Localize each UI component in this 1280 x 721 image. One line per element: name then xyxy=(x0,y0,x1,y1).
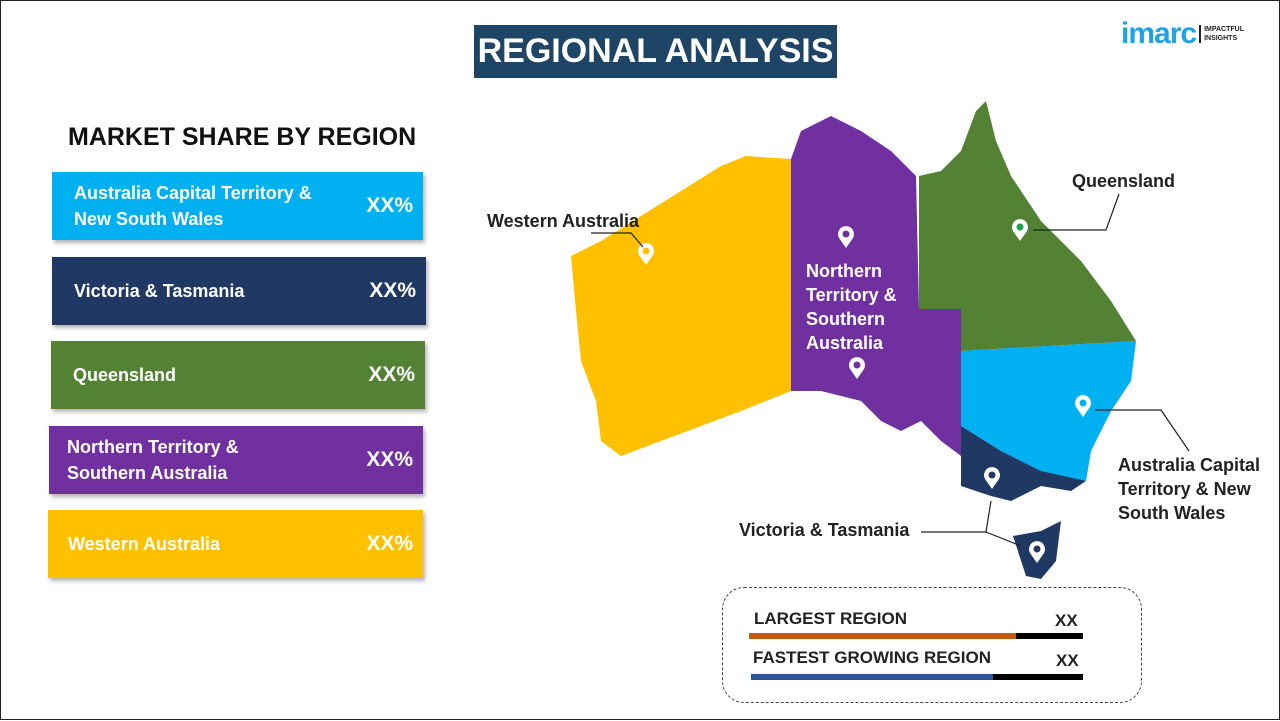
pin-icon xyxy=(838,226,854,248)
imarc-logo: imarc IMPACTFUL INSIGHTS xyxy=(1121,17,1244,50)
fastest-region-bar xyxy=(751,674,1083,680)
leader-line xyxy=(591,232,644,248)
pin-icon xyxy=(1075,395,1091,417)
map-region-nt-sa xyxy=(791,116,961,456)
pin-icon xyxy=(984,467,1000,489)
fastest-region-label: FASTEST GROWING REGION xyxy=(753,648,992,667)
region-card-vic-tas: Victoria & Tasmania XX% xyxy=(52,257,426,325)
region-card-wa: Western Australia XX% xyxy=(48,510,423,578)
section-title: MARKET SHARE BY REGION xyxy=(68,123,417,151)
map-label-vic-tas: Victoria & Tasmania xyxy=(739,520,910,540)
region-card-qld: Queensland XX% xyxy=(51,341,425,409)
map-label-wa: Western Australia xyxy=(487,211,640,231)
largest-region-bar xyxy=(749,633,1083,639)
leader-line xyxy=(1033,193,1120,231)
region-card-act-nsw: Australia Capital Territory & New South … xyxy=(52,172,423,240)
leader-line xyxy=(1095,409,1190,452)
map-region-wa xyxy=(571,156,791,456)
leader-line xyxy=(985,531,1022,547)
leader-line xyxy=(921,500,992,533)
pin-icon xyxy=(637,243,654,265)
map-region-nsw xyxy=(961,341,1136,481)
pin-icon xyxy=(1029,541,1045,563)
largest-region-label: LARGEST REGION xyxy=(754,609,908,628)
map-label-nt-sa: Northern Territory & Southern Australia xyxy=(806,261,897,353)
region-card-nt-sa: Northern Territory & Southern Australia X… xyxy=(49,426,423,494)
pin-icon xyxy=(1012,219,1028,241)
page-title: REGIONAL ANALYSIS xyxy=(474,25,837,78)
largest-region-value: XX xyxy=(1055,611,1078,630)
key-box xyxy=(722,587,1142,703)
pin-icon xyxy=(848,357,865,379)
map-label-qld: Queensland xyxy=(1072,171,1176,191)
fastest-region-value: XX xyxy=(1056,651,1079,670)
map-label-act-nsw: Australia Capital Territory & New South … xyxy=(1118,455,1261,523)
